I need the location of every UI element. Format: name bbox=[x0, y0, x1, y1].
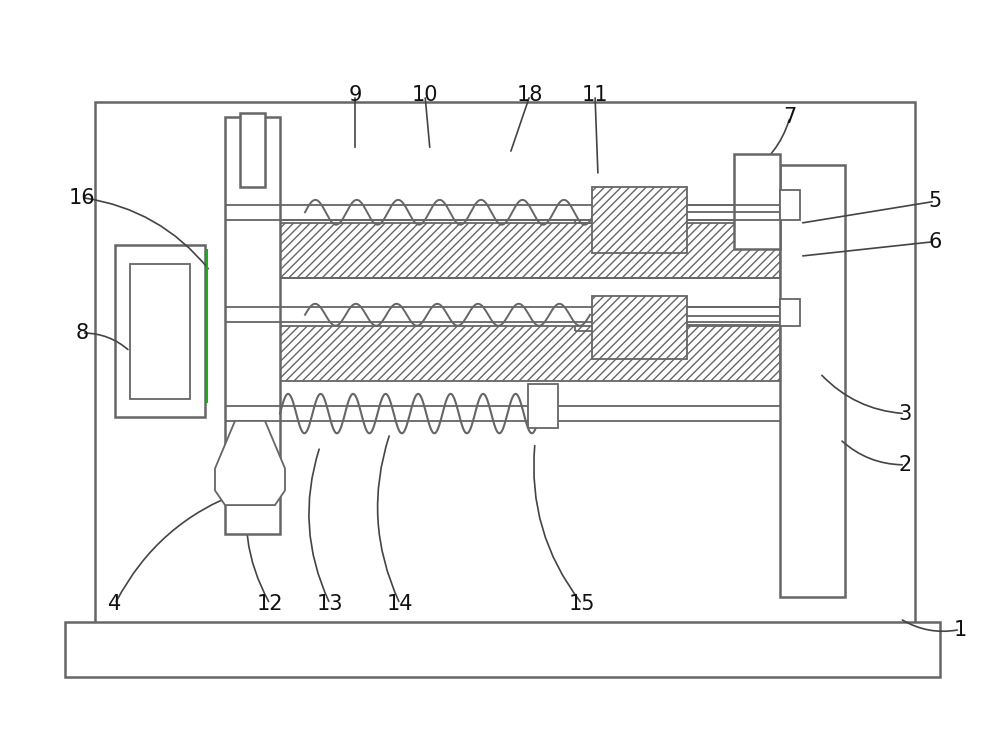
Text: 16: 16 bbox=[69, 187, 95, 208]
Bar bbox=[225, 117, 280, 534]
Text: 12: 12 bbox=[257, 594, 283, 614]
Text: 2: 2 bbox=[898, 455, 912, 475]
Text: 9: 9 bbox=[348, 85, 362, 105]
Text: 13: 13 bbox=[317, 594, 343, 614]
Text: 4: 4 bbox=[108, 594, 122, 614]
Text: 15: 15 bbox=[569, 594, 595, 614]
Bar bbox=[592, 296, 687, 359]
Bar bbox=[280, 326, 780, 381]
Bar bbox=[130, 264, 190, 399]
Text: 6: 6 bbox=[928, 231, 942, 252]
Text: 14: 14 bbox=[387, 594, 413, 614]
Bar bbox=[115, 245, 205, 417]
Bar bbox=[528, 384, 558, 428]
Text: 11: 11 bbox=[582, 85, 608, 105]
Text: 1: 1 bbox=[953, 619, 967, 640]
Bar bbox=[780, 165, 845, 597]
Bar bbox=[65, 622, 940, 677]
Text: 18: 18 bbox=[517, 85, 543, 105]
Polygon shape bbox=[215, 421, 285, 505]
Bar bbox=[95, 102, 915, 637]
Bar bbox=[240, 113, 265, 187]
Text: 5: 5 bbox=[928, 191, 942, 212]
Bar bbox=[780, 299, 800, 326]
Bar bbox=[780, 190, 800, 220]
Bar bbox=[734, 154, 780, 249]
Bar bbox=[592, 187, 687, 253]
Text: 8: 8 bbox=[75, 323, 89, 343]
Bar bbox=[280, 223, 780, 278]
Text: 3: 3 bbox=[898, 403, 912, 424]
Text: 10: 10 bbox=[412, 85, 438, 105]
Text: 7: 7 bbox=[783, 107, 797, 127]
